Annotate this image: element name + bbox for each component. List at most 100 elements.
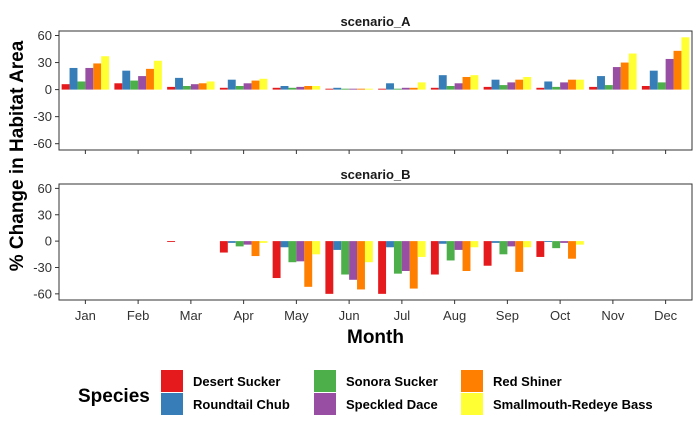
bar-roundtail-chub-nov	[597, 76, 605, 90]
bar-smallmouth-redeye-bass-jul	[417, 241, 426, 257]
bar-desert-sucker-sep	[483, 86, 492, 90]
bar-red-shiner-sep	[515, 241, 524, 272]
bar-roundtail-chub-oct	[544, 241, 553, 242]
bar-roundtail-chub-mar	[175, 77, 183, 90]
legend-item-speckled-dace: Speckled Dace	[314, 393, 438, 415]
bar-smallmouth-redeye-bass-apr	[259, 241, 268, 243]
bar-speckled-dace-apr	[243, 83, 252, 90]
bar-smallmouth-redeye-bass-oct	[575, 79, 584, 90]
x-tick-label-aug: Aug	[443, 308, 466, 323]
legend-label: Speckled Dace	[346, 397, 438, 412]
x-tick-label-apr: Apr	[234, 308, 255, 323]
bar-speckled-dace-jun	[349, 241, 358, 280]
panel-scenario_B: scenario_B -60 -30 0 30 60	[33, 167, 693, 304]
bar-speckled-dace-oct	[560, 82, 569, 90]
legend-swatch	[161, 370, 183, 392]
bar-sonora-sucker-apr	[235, 241, 244, 247]
bar-sonora-sucker-jun	[341, 88, 350, 90]
legend-item-roundtail-chub: Roundtail Chub	[161, 393, 290, 415]
x-tick-label-jul: Jul	[394, 308, 411, 323]
bar-red-shiner-oct	[568, 241, 576, 259]
bar-sonora-sucker-may	[288, 87, 297, 90]
bar-red-shiner-feb	[146, 68, 154, 90]
bar-smallmouth-redeye-bass-may	[312, 241, 321, 255]
bar-desert-sucker-may	[272, 87, 281, 90]
bar-roundtail-chub-jul	[386, 83, 394, 90]
panel-border	[58, 183, 693, 301]
bar-roundtail-chub-jun	[333, 87, 342, 90]
bar-desert-sucker-jun	[325, 241, 334, 294]
bar-roundtail-chub-aug	[438, 75, 447, 90]
x-tick-label-oct: Oct	[550, 308, 571, 323]
legend-label: Smallmouth-Redeye Bass	[493, 397, 653, 412]
x-tick-label-dec: Dec	[654, 308, 678, 323]
bar-red-shiner-jul	[409, 87, 418, 90]
bar-smallmouth-redeye-bass-sep	[523, 76, 532, 90]
bar-speckled-dace-oct	[560, 241, 569, 243]
bar-red-shiner-oct	[568, 79, 576, 90]
y-tick-label: 60	[38, 181, 52, 196]
bar-sonora-sucker-nov	[604, 85, 613, 90]
bar-red-shiner-jan	[93, 63, 102, 90]
bar-red-shiner-jun	[357, 241, 365, 290]
bar-desert-sucker-may	[272, 241, 281, 279]
bar-smallmouth-redeye-bass-jun	[364, 241, 373, 263]
panel-border	[58, 30, 693, 151]
bar-roundtail-chub-feb	[122, 70, 131, 90]
legend-swatch	[461, 370, 483, 392]
legend: Species Desert Sucker Roundtail Chub Sonora…	[78, 370, 653, 415]
bar-speckled-dace-feb	[138, 76, 147, 90]
y-tick-label: -30	[33, 109, 52, 124]
bar-red-shiner-mar	[198, 83, 207, 90]
bar-sonora-sucker-oct	[552, 241, 561, 249]
bar-speckled-dace-may	[296, 86, 305, 90]
bar-sonora-sucker-aug	[446, 85, 455, 90]
bar-speckled-dace-mar	[190, 84, 199, 90]
x-tick-label-jan: Jan	[75, 308, 96, 323]
bar-smallmouth-redeye-bass-dec	[681, 37, 690, 90]
bar-roundtail-chub-jul	[386, 241, 394, 248]
bar-smallmouth-redeye-bass-aug	[470, 241, 479, 248]
bar-red-shiner-sep	[515, 79, 524, 90]
bar-desert-sucker-oct	[536, 87, 545, 90]
panel-scenario_A: scenario_A -60 -30 0 30 60	[33, 14, 693, 154]
bar-speckled-dace-sep	[507, 241, 516, 247]
legend-swatch	[314, 370, 336, 392]
legend-title: Species	[78, 386, 150, 407]
bar-desert-sucker-jun	[325, 88, 334, 90]
panel-title: scenario_A	[340, 14, 411, 29]
legend-label: Sonora Sucker	[346, 374, 438, 389]
bar-sonora-sucker-dec	[657, 82, 666, 90]
x-tick-label-feb: Feb	[127, 308, 149, 323]
legend-label: Red Shiner	[493, 374, 562, 389]
y-tick-label: -30	[33, 260, 52, 275]
bar-speckled-dace-sep	[507, 82, 516, 90]
bar-roundtail-chub-jun	[333, 241, 342, 250]
bar-speckled-dace-dec	[665, 58, 674, 90]
x-tick-label-mar: Mar	[180, 308, 203, 323]
bar-sonora-sucker-aug	[446, 241, 455, 261]
bar-speckled-dace-jan	[85, 67, 94, 90]
legend-label: Desert Sucker	[193, 374, 280, 389]
bar-desert-sucker-mar	[167, 241, 176, 242]
legend-swatch	[161, 393, 183, 415]
bar-smallmouth-redeye-bass-apr	[259, 78, 268, 90]
bar-desert-sucker-jul	[378, 88, 387, 90]
bar-speckled-dace-nov	[612, 67, 621, 90]
bar-smallmouth-redeye-bass-feb	[153, 60, 162, 90]
y-tick-label: 60	[38, 28, 52, 43]
bar-smallmouth-redeye-bass-oct	[575, 241, 584, 245]
x-tick-label-sep: Sep	[496, 308, 519, 323]
bar-smallmouth-redeye-bass-sep	[523, 241, 532, 248]
bar-roundtail-chub-sep	[491, 241, 500, 243]
legend-swatch	[461, 393, 483, 415]
bar-red-shiner-may	[304, 85, 313, 90]
bar-roundtail-chub-apr	[227, 241, 236, 243]
bar-speckled-dace-jul	[401, 87, 410, 90]
bar-desert-sucker-apr	[219, 87, 228, 90]
bar-desert-sucker-aug	[430, 87, 439, 90]
bar-speckled-dace-jun	[349, 88, 358, 90]
bar-desert-sucker-apr	[219, 241, 228, 253]
bar-smallmouth-redeye-bass-may	[312, 85, 321, 90]
